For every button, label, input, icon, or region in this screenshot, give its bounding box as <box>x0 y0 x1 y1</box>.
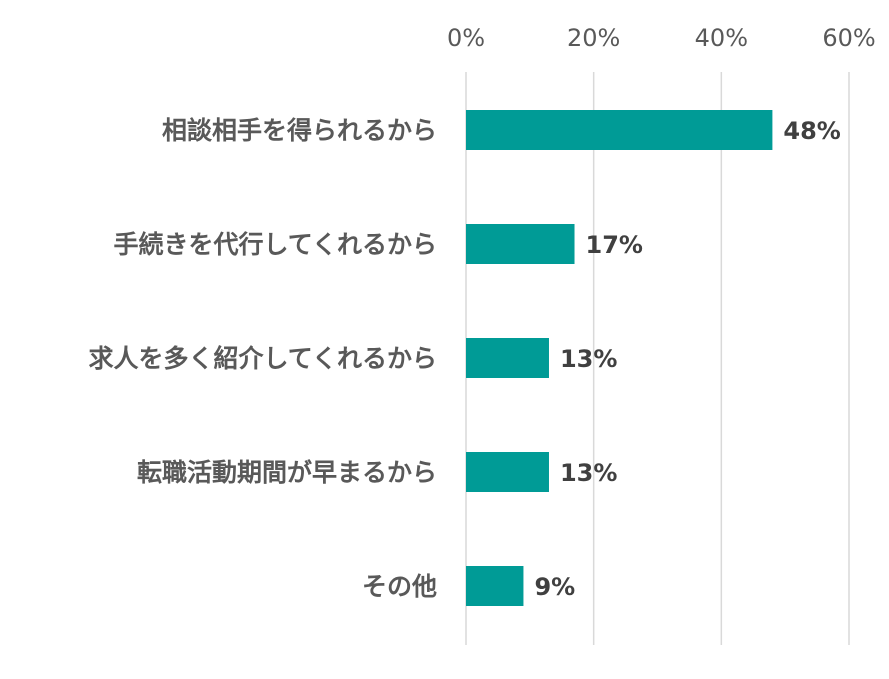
x-axis-ticks: 0% 20% 40% 60% <box>447 24 876 52</box>
category-label: その他 <box>362 572 437 601</box>
data-label: 48% <box>783 117 840 145</box>
data-labels: 48% 17% 13% 13% 9% <box>534 117 840 601</box>
x-tick-label: 60% <box>822 24 875 52</box>
bar <box>466 110 773 150</box>
x-tick-label: 20% <box>567 24 620 52</box>
x-tick-label: 0% <box>447 24 485 52</box>
category-label: 手続きを代行してくれるから <box>113 230 437 259</box>
category-label: 転職活動期間が早まるから <box>137 458 437 487</box>
bar <box>466 452 549 492</box>
bar <box>466 566 524 606</box>
category-label: 求人を多く紹介してくれるから <box>88 344 437 373</box>
category-labels: 相談相手を得られるから手続きを代行してくれるから求人を多く紹介してくれるから転職… <box>88 116 437 601</box>
bar <box>466 224 575 264</box>
category-label: 相談相手を得られるから <box>162 116 437 145</box>
bar <box>466 338 549 378</box>
data-label: 9% <box>534 573 575 601</box>
data-label: 13% <box>560 459 617 487</box>
data-label: 13% <box>560 345 617 373</box>
bars <box>466 110 773 606</box>
data-label: 17% <box>586 231 643 259</box>
x-tick-label: 40% <box>695 24 748 52</box>
